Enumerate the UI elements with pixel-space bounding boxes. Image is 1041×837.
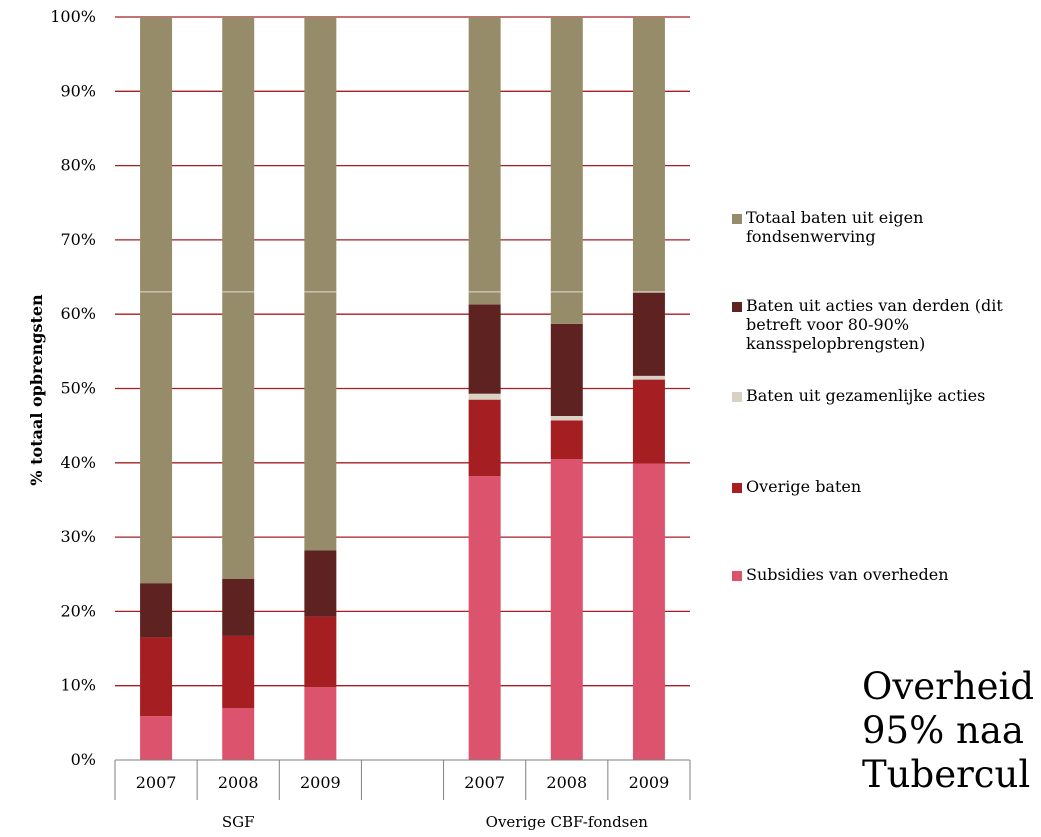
y-tick-label: 90% (60, 81, 96, 100)
bar-segment (632, 17, 665, 293)
overlay-slide-text: Overheid 95% naa Tubercul (862, 665, 1034, 797)
bar-segment (468, 304, 501, 394)
overlay-line: 95% naa (862, 709, 1024, 752)
legend-item-gezamenlijke-acties: Baten uit gezamenlijke acties (732, 386, 1038, 405)
y-tick-label: 60% (60, 304, 96, 323)
axes: 0% 10% 20% 30% 40% 50% 60% 70% 80% 90% 100% 2007 200… (50, 7, 691, 831)
stacked-bar-chart: 0% 10% 20% 30% 40% 50% 60% 70% 80% 90% 100% 2007 200… (27, 7, 691, 831)
bar-segment (222, 578, 255, 636)
bar-segment (468, 17, 501, 305)
bar-segment (304, 550, 337, 617)
bar-segment (632, 375, 665, 380)
bar-segment (550, 17, 583, 324)
bar-segment (222, 17, 255, 579)
y-axis-label: % totaal opbrengsten (27, 294, 46, 486)
x-tick-label: 2008 (546, 773, 587, 792)
bar-segment (140, 716, 173, 760)
bar-segment (468, 399, 501, 477)
bar-segment (632, 463, 665, 760)
bar-segment (468, 476, 501, 760)
overlay-line: Overheid (862, 665, 1035, 708)
x-tick-label: 2008 (218, 773, 259, 792)
overlay-line: Tubercul (862, 753, 1031, 796)
bar-segment (304, 17, 337, 551)
bar-segment (550, 459, 583, 760)
legend-label: Baten uit acties van derden (dit betreft… (746, 296, 1003, 353)
y-tick-label: 30% (60, 527, 96, 546)
y-tick-label: 50% (60, 379, 96, 398)
legend-label: Totaal baten uit eigen fondsenwerving (746, 208, 924, 246)
bar-segment (222, 707, 255, 760)
bar-segment (140, 637, 173, 717)
legend-label: Overige baten (746, 477, 862, 496)
bar-segment (632, 292, 665, 376)
bars (140, 17, 665, 760)
x-tick-label: 2007 (464, 773, 505, 792)
bar-segment (632, 379, 665, 464)
legend-item-subsidies: Subsidies van overheden (732, 565, 1038, 584)
x-tick-label: 2009 (629, 773, 670, 792)
bar-segment (222, 635, 255, 708)
legend-label: Baten uit gezamenlijke acties (746, 386, 986, 405)
bar-segment (304, 687, 337, 760)
y-tick-label: 10% (60, 676, 96, 695)
y-tick-label: 0% (71, 750, 96, 769)
x-tick-label: 2007 (136, 773, 177, 792)
gridlines (115, 16, 690, 687)
bar-segment (468, 393, 501, 400)
bar-segment (550, 323, 583, 416)
bar-segment (140, 17, 173, 584)
bar-segment (550, 415, 583, 421)
bar-segment (304, 616, 337, 688)
y-tick-label: 40% (60, 453, 96, 472)
y-tick-label: 70% (60, 230, 96, 249)
legend-label: Subsidies van overheden (746, 565, 949, 584)
y-tick-label: 20% (60, 601, 96, 620)
legend-swatch-subsidies (732, 571, 742, 581)
y-tick-label: 100% (50, 7, 96, 26)
legend-item-eigen-fondsenwerving: Totaal baten uit eigen fondsenwerving (732, 208, 1038, 246)
group-label: Overige CBF-fondsen (486, 813, 649, 831)
legend-item-overige-baten: Overige baten (732, 477, 1038, 496)
bar-segment (550, 420, 583, 460)
legend-swatch-gezamenlijke-acties (732, 392, 742, 402)
bar-segment (140, 583, 173, 638)
legend-swatch-acties-van-derden (732, 302, 742, 312)
legend-item-acties-van-derden: Baten uit acties van derden (dit betreft… (732, 296, 1038, 353)
legend-swatch-overige-baten (732, 483, 742, 493)
y-tick-label: 80% (60, 156, 96, 175)
group-label: SGF (222, 813, 255, 831)
x-tick-label: 2009 (300, 773, 341, 792)
legend-swatch-eigen-fondsenwerving (732, 214, 742, 224)
